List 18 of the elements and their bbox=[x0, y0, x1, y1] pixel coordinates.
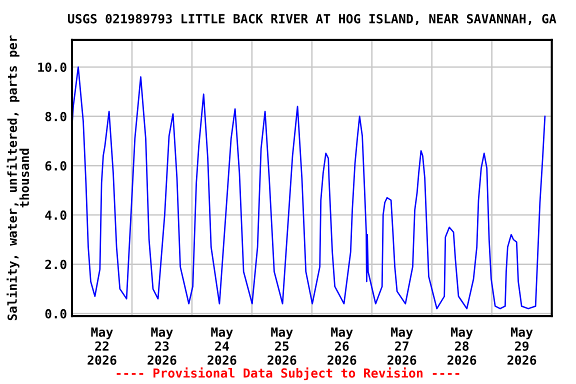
y-tick-label: 2.0 bbox=[45, 260, 66, 270]
y-tick-label: 10.0 bbox=[38, 62, 66, 72]
x-tick-label: May 29 2026 bbox=[507, 328, 536, 365]
y-tick-label: 8.0 bbox=[45, 112, 66, 122]
x-tick-label: May 27 2026 bbox=[388, 328, 416, 365]
x-tick-label: May 22 2026 bbox=[88, 328, 116, 365]
y-tick-label: 6.0 bbox=[45, 161, 66, 171]
x-tick-label: May 28 2026 bbox=[447, 328, 476, 365]
y-axis-title: Salinity, water, unfiltered, parts per thousand bbox=[6, 35, 30, 320]
y-tick-label: 0.0 bbox=[45, 309, 66, 318]
x-tick-label: May 23 2026 bbox=[148, 328, 176, 365]
x-tick-label: May 24 2026 bbox=[208, 328, 236, 365]
x-tick-label: May 26 2026 bbox=[328, 328, 356, 365]
line-series bbox=[72, 66, 546, 310]
x-tick-label: May 25 2026 bbox=[268, 328, 296, 365]
y-tick-label: 4.0 bbox=[45, 210, 66, 220]
text: ---- Provisional Data Subject to Revision ---- bbox=[116, 367, 460, 380]
chart-title: USGS 021989793 LITTLE BACK RIVER AT HOG ISLAND, NEAR SAVANNAH, GA bbox=[68, 14, 556, 26]
